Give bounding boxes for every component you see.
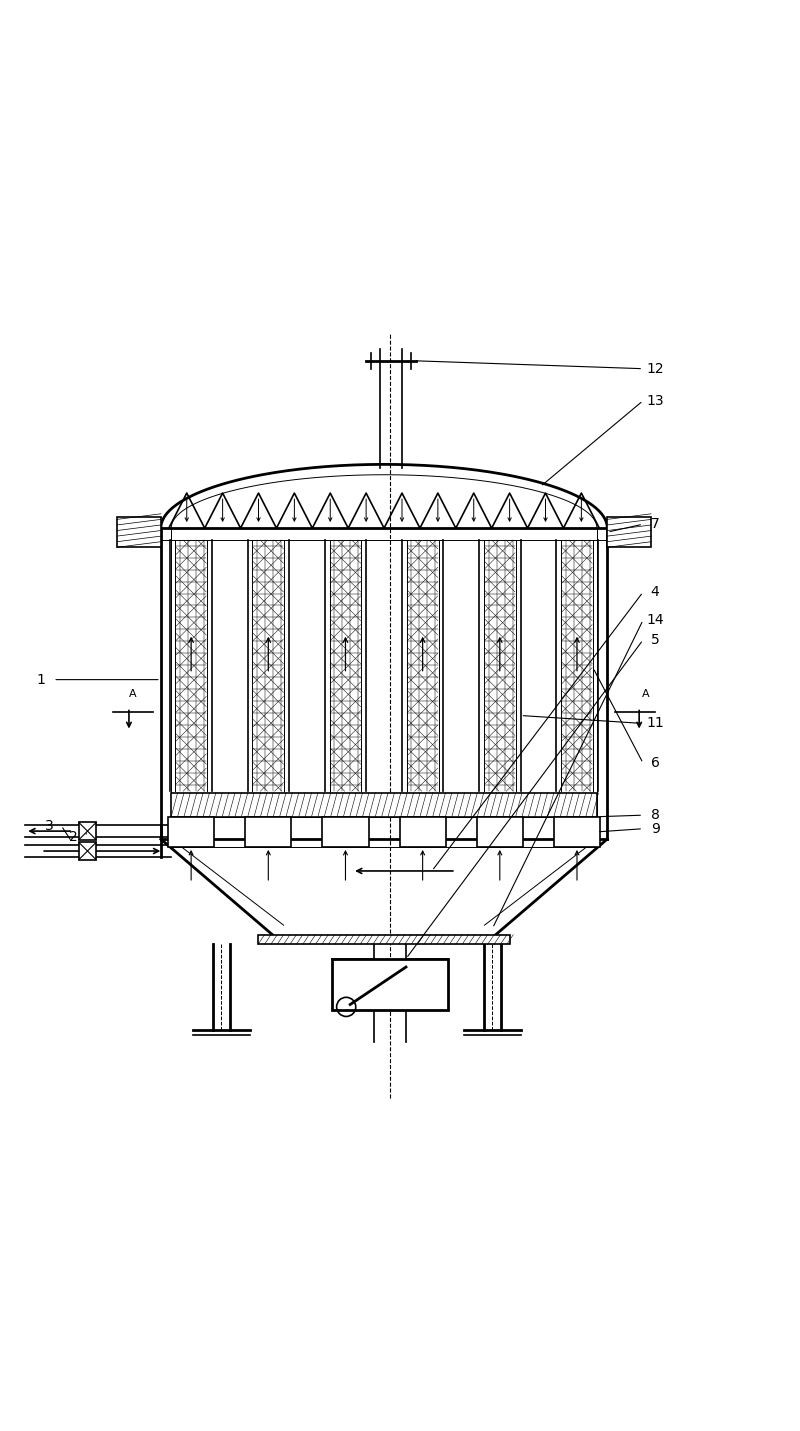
Bar bbox=[322, 817, 369, 847]
Bar bbox=[258, 934, 510, 944]
Bar bbox=[554, 817, 600, 847]
Bar bbox=[78, 823, 96, 840]
Bar bbox=[477, 817, 523, 847]
Text: 11: 11 bbox=[646, 717, 664, 730]
Text: 2: 2 bbox=[69, 830, 78, 844]
Text: 6: 6 bbox=[650, 757, 659, 770]
Bar bbox=[253, 539, 283, 791]
Bar bbox=[245, 817, 291, 847]
Bar bbox=[117, 517, 161, 547]
Text: 4: 4 bbox=[650, 585, 659, 600]
Bar bbox=[607, 517, 651, 547]
Bar bbox=[78, 843, 96, 860]
Bar bbox=[485, 539, 515, 791]
Text: 3: 3 bbox=[45, 819, 54, 833]
Bar bbox=[407, 539, 438, 791]
Text: A: A bbox=[129, 690, 137, 700]
Text: 7: 7 bbox=[650, 517, 659, 531]
Text: 5: 5 bbox=[650, 633, 659, 647]
Text: 13: 13 bbox=[646, 394, 664, 408]
Text: 12: 12 bbox=[646, 362, 664, 376]
Bar bbox=[562, 539, 592, 791]
Bar bbox=[399, 817, 446, 847]
Bar bbox=[176, 539, 206, 791]
Text: 8: 8 bbox=[650, 809, 659, 823]
Bar bbox=[171, 793, 597, 817]
Bar bbox=[332, 959, 448, 1010]
Text: 1: 1 bbox=[37, 673, 46, 687]
Text: A: A bbox=[642, 690, 650, 700]
Text: 14: 14 bbox=[646, 612, 664, 627]
Bar bbox=[168, 817, 214, 847]
Text: 9: 9 bbox=[650, 821, 659, 836]
Bar bbox=[330, 539, 361, 791]
